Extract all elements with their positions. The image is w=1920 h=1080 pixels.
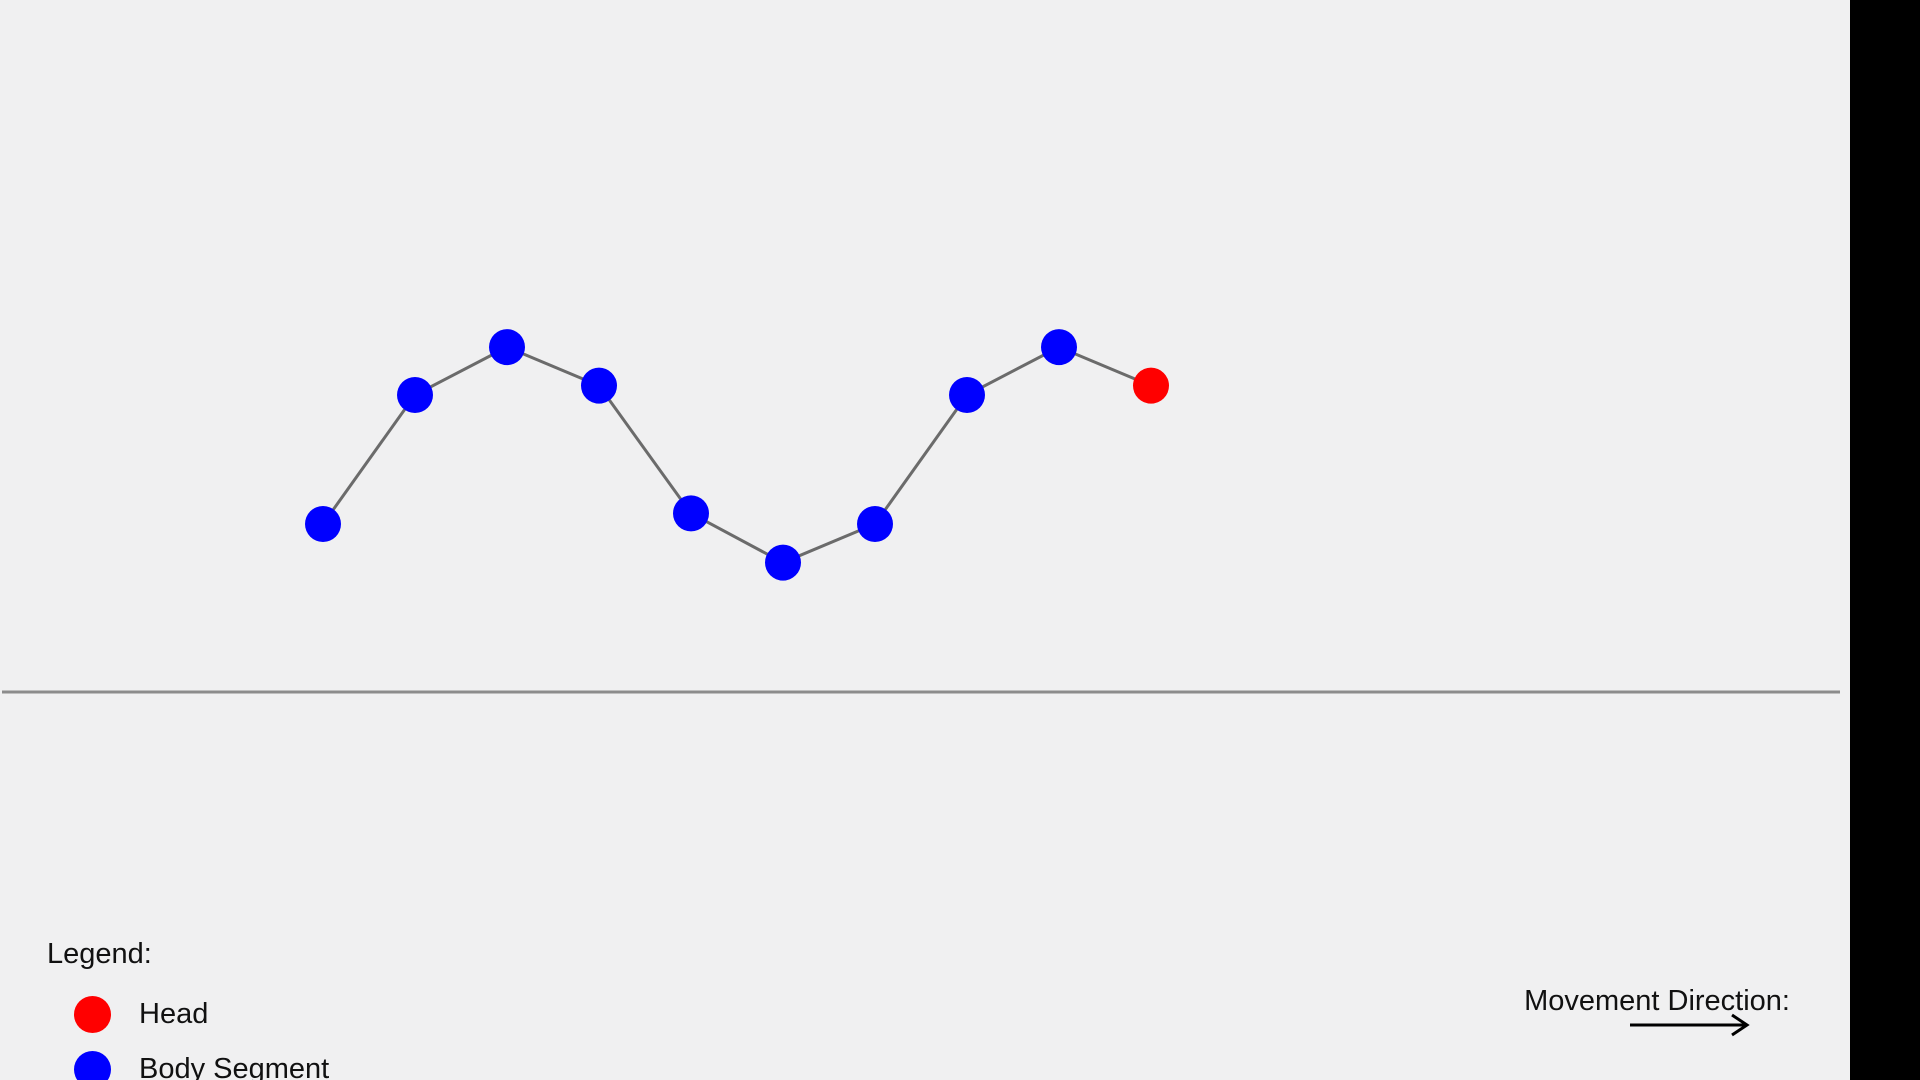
body-segment-node bbox=[765, 544, 801, 581]
legend-item-body-segment: Body Segment bbox=[74, 1049, 329, 1080]
body-segment-node bbox=[305, 506, 341, 542]
legend-item-head: Head bbox=[74, 994, 208, 1034]
legend-title: Legend: bbox=[47, 938, 152, 970]
simulation-canvas bbox=[2, 329, 1840, 694]
segment-nodes bbox=[305, 329, 1169, 581]
body-segment-node bbox=[857, 506, 893, 542]
movement-direction-label: Movement Direction: bbox=[1524, 985, 1790, 1017]
segment-link bbox=[597, 384, 693, 515]
body-segment-node bbox=[1041, 329, 1077, 366]
legend-label-head: Head bbox=[139, 997, 209, 1030]
head-node bbox=[1133, 367, 1169, 404]
head-swatch-icon bbox=[74, 995, 111, 1033]
body-segment-node bbox=[949, 376, 985, 413]
body-segment-node bbox=[397, 376, 433, 413]
body-segment-node bbox=[581, 367, 617, 404]
legend-label-body-segment: Body Segment bbox=[139, 1052, 330, 1080]
right-arrow-icon bbox=[1630, 1013, 1750, 1037]
body-segment-node bbox=[673, 495, 709, 532]
body-segment-node bbox=[489, 329, 525, 366]
segment-links bbox=[321, 345, 1152, 564]
segment-link bbox=[873, 394, 969, 525]
body-segment-swatch-icon bbox=[74, 1050, 111, 1080]
simulation-stage: Legend: Head Body Segment Movement Direc… bbox=[0, 0, 1850, 1080]
segment-link bbox=[321, 394, 417, 525]
